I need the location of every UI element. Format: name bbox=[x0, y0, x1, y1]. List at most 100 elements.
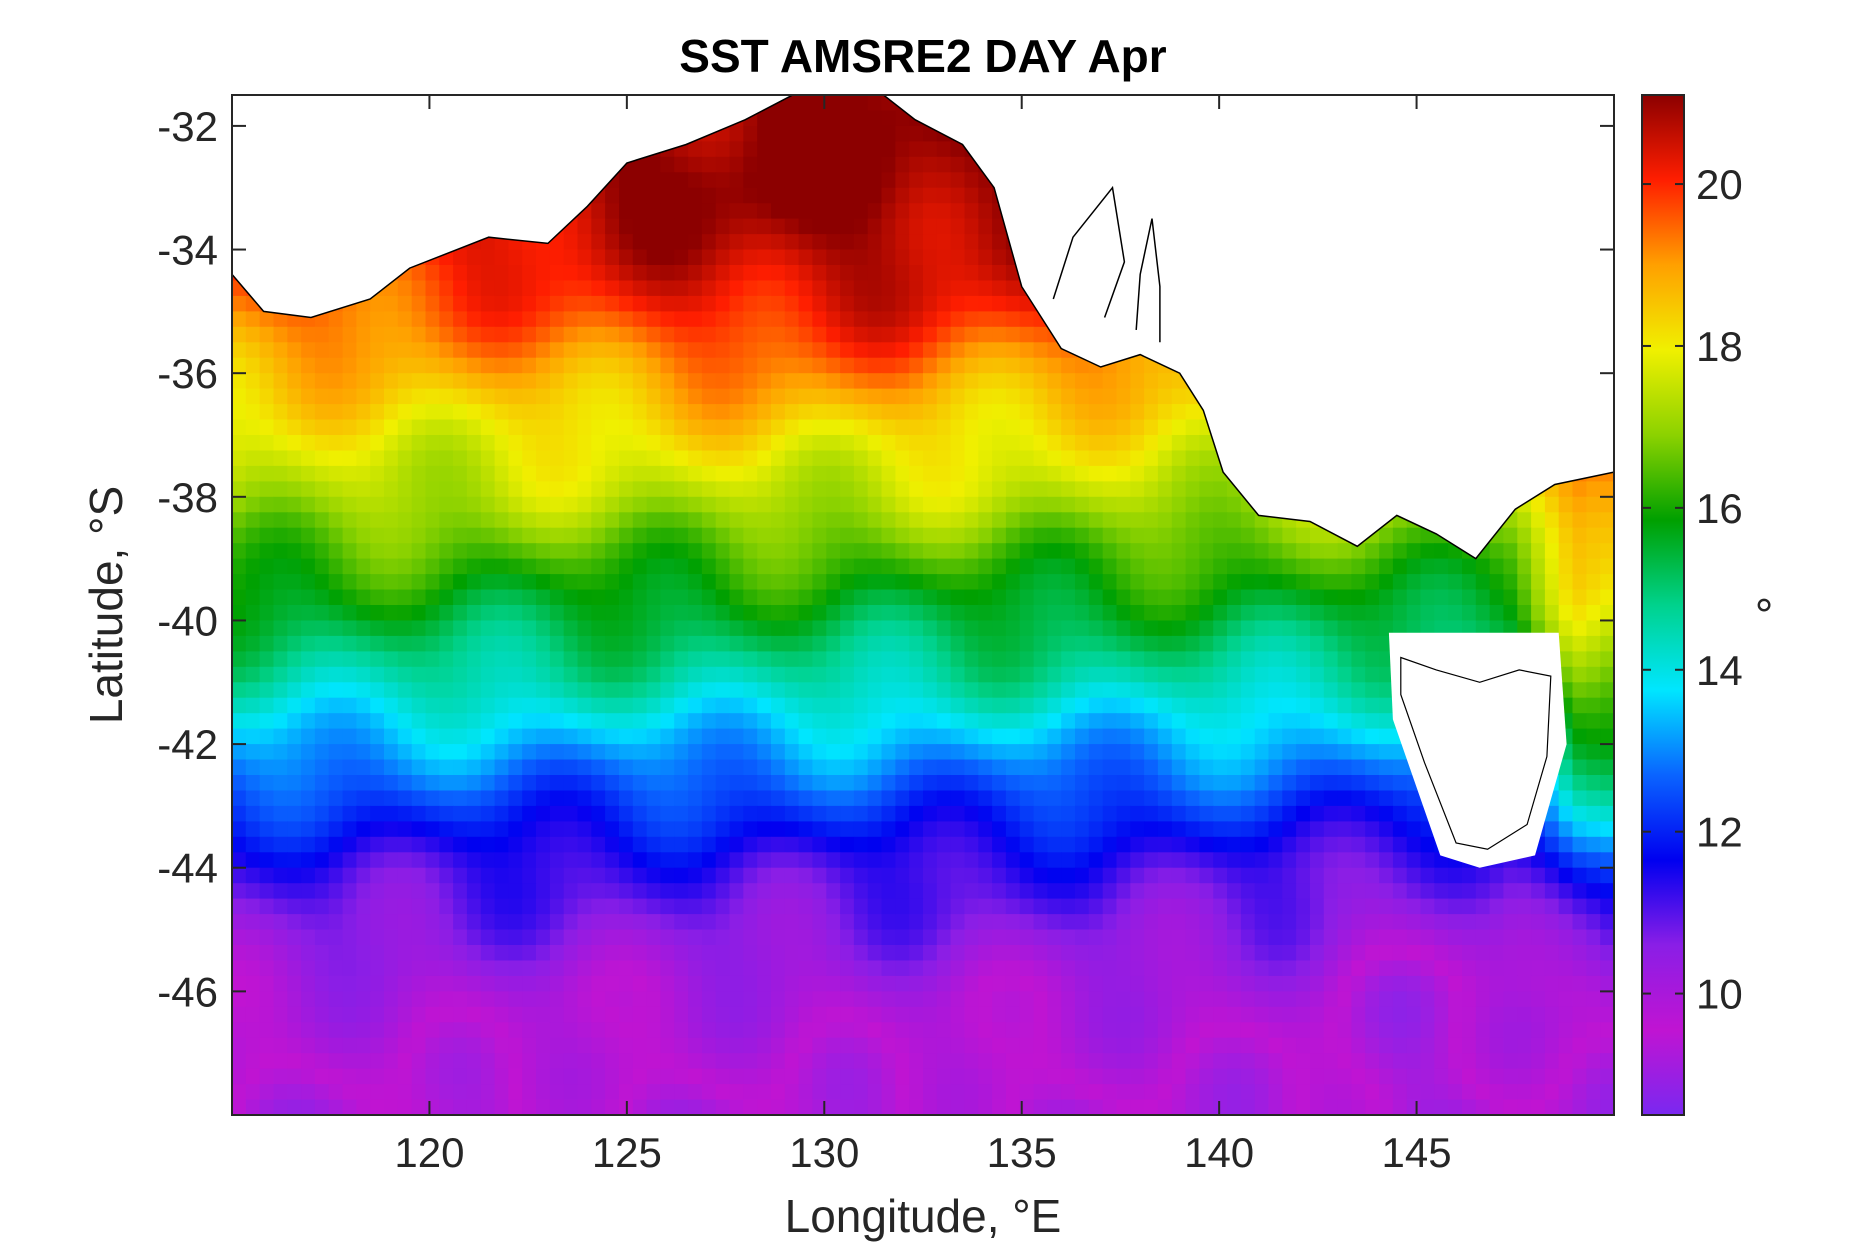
heatmap-cell bbox=[826, 697, 841, 714]
heatmap-cell bbox=[370, 404, 385, 421]
heatmap-cell bbox=[1323, 805, 1339, 822]
heatmap-cell bbox=[881, 775, 896, 792]
heatmap-cell bbox=[1379, 744, 1394, 761]
heatmap-cell bbox=[232, 805, 247, 822]
heatmap-cell bbox=[853, 172, 869, 189]
heatmap-cell bbox=[950, 280, 965, 297]
heatmap-cell bbox=[439, 682, 454, 699]
heatmap-cell bbox=[1144, 388, 1159, 405]
heatmap-cell bbox=[826, 125, 841, 142]
heatmap-cell bbox=[591, 558, 606, 575]
heatmap-cell bbox=[1614, 481, 1628, 497]
heatmap-cell bbox=[1420, 836, 1435, 853]
heatmap-cell bbox=[674, 512, 689, 529]
heatmap-cell bbox=[853, 496, 869, 513]
heatmap-cell bbox=[812, 589, 827, 606]
heatmap-cell bbox=[1102, 775, 1118, 792]
heatmap-cell bbox=[577, 496, 592, 513]
heatmap-cell bbox=[771, 295, 786, 312]
heatmap-cell bbox=[232, 790, 247, 807]
heatmap-cell bbox=[798, 821, 813, 838]
heatmap-cell bbox=[992, 543, 1007, 560]
heatmap-cell bbox=[826, 419, 841, 436]
heatmap-cell bbox=[232, 450, 247, 467]
heatmap-cell bbox=[978, 481, 993, 498]
heatmap-cell bbox=[992, 805, 1007, 822]
heatmap-cell bbox=[619, 558, 634, 575]
heatmap-cell bbox=[867, 574, 883, 591]
heatmap-cell bbox=[936, 805, 952, 822]
heatmap-cell bbox=[563, 481, 579, 498]
heatmap-cell bbox=[674, 744, 689, 761]
heatmap-cell bbox=[978, 527, 993, 544]
heatmap-cell bbox=[715, 465, 731, 482]
heatmap-cell bbox=[992, 836, 1007, 853]
heatmap-cell bbox=[536, 265, 551, 282]
heatmap-cell bbox=[1185, 512, 1200, 529]
heatmap-cell bbox=[867, 265, 883, 282]
heatmap-cell bbox=[812, 543, 827, 560]
heatmap-cell bbox=[1061, 404, 1076, 421]
heatmap-cell bbox=[784, 450, 800, 467]
heatmap-cell bbox=[798, 465, 813, 482]
heatmap-cell bbox=[232, 666, 247, 683]
heatmap-cell bbox=[342, 805, 357, 822]
heatmap-cell bbox=[923, 713, 938, 730]
heatmap-cell bbox=[356, 666, 371, 683]
heatmap-cell bbox=[715, 388, 731, 405]
heatmap-cell bbox=[1171, 713, 1187, 730]
heatmap-cell bbox=[273, 326, 288, 343]
heatmap-cell bbox=[1213, 574, 1228, 591]
heatmap-cell bbox=[1157, 713, 1173, 730]
heatmap-cell bbox=[591, 373, 606, 390]
heatmap-cell bbox=[1005, 450, 1021, 467]
heatmap-cell bbox=[1185, 435, 1200, 452]
heatmap-cell bbox=[1392, 790, 1408, 807]
heatmap-cell bbox=[1102, 666, 1118, 683]
heatmap-cell bbox=[867, 357, 883, 374]
heatmap-cell bbox=[1033, 574, 1048, 591]
heatmap-cell bbox=[494, 666, 509, 683]
heatmap-cell bbox=[1157, 605, 1173, 622]
heatmap-cell bbox=[688, 543, 703, 560]
heatmap-cell bbox=[508, 682, 523, 699]
heatmap-cell bbox=[1614, 420, 1628, 436]
heatmap-cell bbox=[411, 280, 427, 297]
heatmap-cell bbox=[1185, 713, 1200, 730]
heatmap-cell bbox=[439, 512, 454, 529]
heatmap-cell bbox=[632, 852, 648, 869]
heatmap-cell bbox=[826, 821, 841, 838]
heatmap-cell bbox=[259, 775, 274, 792]
heatmap-cell bbox=[978, 249, 993, 266]
heatmap-cell bbox=[757, 481, 772, 498]
heatmap-cell bbox=[729, 295, 744, 312]
heatmap-cell bbox=[591, 666, 606, 683]
heatmap-cell bbox=[936, 527, 952, 544]
heatmap-cell bbox=[1033, 496, 1048, 513]
heatmap-cell bbox=[688, 156, 703, 173]
heatmap-cell bbox=[674, 620, 689, 637]
heatmap-cell bbox=[964, 589, 979, 606]
heatmap-cell bbox=[619, 404, 634, 421]
heatmap-cell bbox=[508, 496, 523, 513]
heatmap-cell bbox=[964, 574, 979, 591]
heatmap-cell bbox=[1171, 635, 1187, 652]
heatmap-cell bbox=[494, 357, 509, 374]
heatmap-cell bbox=[729, 141, 744, 158]
heatmap-cell bbox=[1531, 512, 1546, 529]
heatmap-cell bbox=[1517, 527, 1532, 544]
heatmap-cell bbox=[660, 373, 675, 390]
heatmap-cell bbox=[660, 496, 675, 513]
heatmap-cell bbox=[342, 589, 357, 606]
heatmap-cell bbox=[1600, 651, 1614, 668]
heatmap-cell bbox=[1310, 558, 1325, 575]
heatmap-cell bbox=[715, 805, 731, 822]
heatmap-cell bbox=[1351, 713, 1366, 730]
heatmap-cell bbox=[771, 419, 786, 436]
heatmap-cell bbox=[563, 713, 579, 730]
heatmap-cell bbox=[259, 635, 274, 652]
heatmap-cell bbox=[494, 450, 509, 467]
heatmap-cell bbox=[342, 373, 357, 390]
heatmap-cell bbox=[826, 512, 841, 529]
heatmap-cell bbox=[1199, 527, 1214, 544]
